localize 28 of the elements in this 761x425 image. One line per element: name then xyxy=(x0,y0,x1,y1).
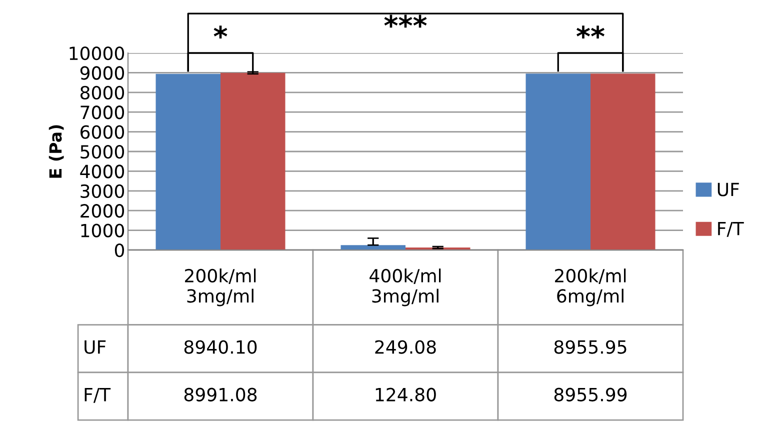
x-tick-label: 200k/ml 6mg/ml xyxy=(555,268,626,306)
y-axis-title: E (Pa) xyxy=(48,125,64,178)
text: *** xyxy=(384,14,427,28)
text: F/T xyxy=(84,388,111,403)
y-tick-label: 5000 xyxy=(80,144,124,159)
y-tick-label: 8000 xyxy=(80,86,124,100)
text: * xyxy=(214,26,228,39)
data-label: 8955.99 xyxy=(554,388,627,402)
data-label: 8991.08 xyxy=(184,388,257,402)
data-label: 124.80 xyxy=(376,388,436,402)
y-tick-label: 7000 xyxy=(80,106,124,120)
x-tick-label: 200k/ml 3mg/ml xyxy=(185,268,256,306)
y-tick-label: 9000 xyxy=(80,66,124,80)
text: UF xyxy=(84,340,106,354)
data-label: 249.08 xyxy=(375,340,436,354)
y-tick-label: 4000 xyxy=(80,164,124,178)
y-tick-label: 10000 xyxy=(70,46,124,60)
y-tick-label: 2000 xyxy=(80,204,124,218)
data-label: 8955.95 xyxy=(554,340,626,354)
y-tick-label: 1000 xyxy=(81,224,124,238)
data-label: 8940.10 xyxy=(184,340,257,354)
y-tick-label: 0 xyxy=(114,243,124,258)
y-tick-label: 6000 xyxy=(80,125,124,139)
legend-label: F/T xyxy=(718,222,744,237)
x-tick-label: 400k/ml 3mg/ml xyxy=(370,268,441,306)
text: ** xyxy=(576,26,604,39)
legend-label: UF xyxy=(718,182,739,196)
y-tick-label: 3000 xyxy=(80,184,124,198)
